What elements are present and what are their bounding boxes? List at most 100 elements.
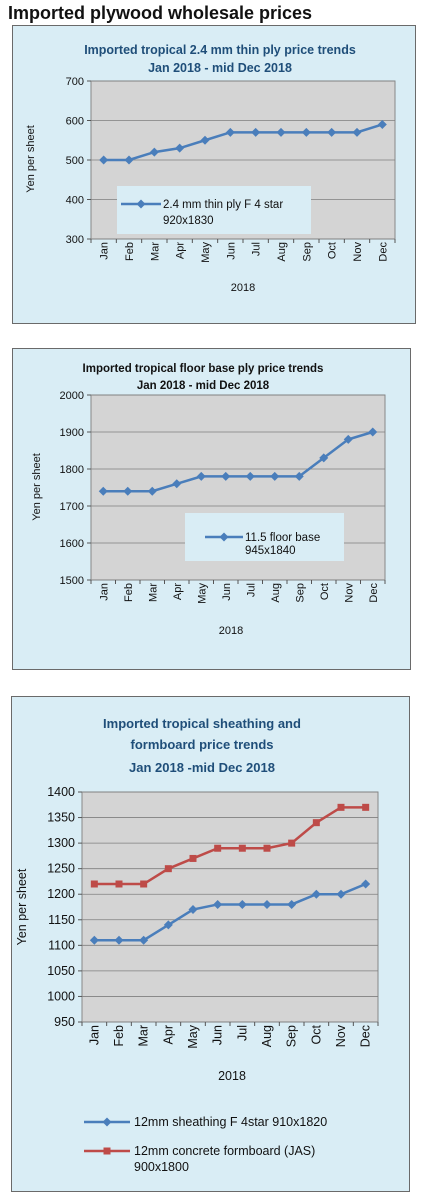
y-tick-label: 1000 bbox=[47, 989, 75, 1003]
data-point-marker bbox=[221, 471, 231, 481]
x-tick-label: Jun bbox=[211, 1025, 225, 1045]
legend-box bbox=[117, 186, 311, 234]
x-tick-label: Jul bbox=[251, 242, 263, 256]
x-tick-label: Oct bbox=[319, 583, 331, 600]
data-point-marker bbox=[189, 854, 197, 862]
x-axis-label: 2018 bbox=[219, 625, 243, 637]
x-tick-label: Aug bbox=[276, 242, 288, 262]
x-tick-label: Jan bbox=[99, 242, 111, 260]
y-tick-label: 1600 bbox=[60, 538, 84, 550]
data-point-marker bbox=[114, 935, 124, 945]
y-tick-label: 1300 bbox=[47, 836, 75, 850]
x-tick-label: Dec bbox=[368, 583, 380, 603]
legend-label: 945x1840 bbox=[245, 545, 296, 557]
page-title: Imported plywood wholesale prices bbox=[8, 3, 313, 23]
chart-title-line: Jan 2018 -mid Dec 2018 bbox=[129, 760, 275, 775]
data-point-marker bbox=[214, 844, 222, 852]
data-point-marker bbox=[136, 199, 146, 209]
y-tick-label: 1800 bbox=[60, 464, 84, 476]
chart-title-line: Jan 2018 - mid Dec 2018 bbox=[148, 61, 292, 75]
data-point-marker bbox=[196, 471, 206, 481]
x-tick-label: Feb bbox=[123, 583, 135, 602]
x-tick-label: Sep bbox=[285, 1025, 299, 1047]
x-tick-label: Aug bbox=[270, 583, 282, 603]
data-point-marker bbox=[213, 899, 223, 909]
chart-title-line: Imported tropical sheathing and bbox=[103, 716, 301, 731]
data-point-marker bbox=[245, 471, 255, 481]
data-point-marker bbox=[98, 486, 108, 496]
y-axis-label: Yen per sheet bbox=[25, 125, 37, 192]
data-point-marker bbox=[89, 935, 99, 945]
data-point-marker bbox=[377, 119, 387, 129]
legend-box bbox=[80, 1109, 380, 1179]
data-point-marker bbox=[270, 471, 280, 481]
data-point-marker bbox=[164, 865, 172, 873]
x-tick-label: Jan bbox=[98, 583, 110, 601]
x-tick-label: Apr bbox=[172, 583, 184, 600]
chart-title-line: Imported tropical 2.4 mm thin ply price … bbox=[84, 43, 356, 57]
data-point-marker bbox=[188, 905, 198, 915]
x-tick-label: Oct bbox=[309, 1024, 323, 1044]
y-tick-label: 500 bbox=[66, 155, 84, 167]
data-point-marker bbox=[90, 880, 98, 888]
chart-thin-ply-price-trends: Imported tropical 2.4 mm thin ply price … bbox=[25, 43, 396, 294]
chart-panel-floor-base: Imported tropical floor base ply price t… bbox=[12, 348, 411, 670]
data-point-marker bbox=[276, 127, 286, 137]
data-point-marker bbox=[200, 135, 210, 145]
y-axis-label: Yen per sheet bbox=[15, 868, 29, 945]
chart-sheathing-formboard-price-trends: Imported tropical sheathing and formboard… bbox=[15, 716, 380, 1179]
data-point-marker bbox=[301, 127, 311, 137]
x-tick-label: Mar bbox=[137, 1025, 151, 1047]
data-point-marker bbox=[362, 803, 370, 811]
data-point-marker bbox=[149, 147, 159, 157]
x-tick-label: Mar bbox=[147, 583, 159, 602]
x-tick-label: Jun bbox=[221, 583, 233, 601]
data-point-marker bbox=[263, 844, 271, 852]
data-point-marker bbox=[287, 899, 297, 909]
x-tick-label: Mar bbox=[149, 242, 161, 261]
x-tick-label: Nov bbox=[334, 1024, 348, 1047]
data-point-marker bbox=[219, 532, 229, 542]
y-tick-label: 1100 bbox=[48, 938, 75, 952]
series-line bbox=[94, 806, 366, 886]
data-point-marker bbox=[115, 880, 123, 888]
x-tick-label: Dec bbox=[377, 242, 389, 262]
y-tick-label: 950 bbox=[54, 1015, 75, 1029]
data-point-marker bbox=[327, 127, 337, 137]
x-tick-label: Sep bbox=[301, 242, 313, 262]
data-point-marker bbox=[103, 1147, 111, 1155]
data-point-marker bbox=[311, 889, 321, 899]
x-tick-label: Apr bbox=[161, 1025, 175, 1044]
data-point-marker bbox=[251, 127, 261, 137]
x-tick-label: May bbox=[196, 583, 208, 604]
data-point-marker bbox=[343, 434, 353, 444]
data-point-marker bbox=[368, 427, 378, 437]
legend-label: 2.4 mm thin ply F 4 star bbox=[163, 199, 283, 211]
data-point-marker bbox=[124, 155, 134, 165]
data-point-marker bbox=[262, 899, 272, 909]
y-tick-label: 2000 bbox=[60, 390, 84, 402]
y-tick-label: 1200 bbox=[47, 887, 75, 901]
x-tick-label: Feb bbox=[124, 242, 136, 261]
chart-title-line: Jan 2018 - mid Dec 2018 bbox=[137, 380, 270, 392]
y-tick-label: 600 bbox=[66, 116, 84, 128]
x-axis-label: 2018 bbox=[218, 1069, 246, 1083]
y-tick-label: 1350 bbox=[47, 811, 75, 825]
legend-label: 920x1830 bbox=[163, 215, 214, 227]
x-tick-label: Apr bbox=[175, 242, 187, 259]
y-tick-label: 1050 bbox=[47, 964, 75, 978]
y-tick-label: 1500 bbox=[60, 575, 84, 587]
plot-area bbox=[81, 791, 379, 1023]
x-tick-label: Jul bbox=[245, 583, 257, 597]
chart-floor-base-price-trends: Imported tropical floor base ply price t… bbox=[31, 363, 386, 637]
x-tick-label: Jul bbox=[235, 1025, 249, 1041]
x-axis-label: 2018 bbox=[231, 282, 255, 294]
data-point-marker bbox=[238, 844, 246, 852]
y-tick-label: 1250 bbox=[47, 862, 75, 876]
chart-title-line: Imported tropical floor base ply price t… bbox=[83, 363, 324, 375]
y-tick-label: 1700 bbox=[60, 501, 84, 513]
legend-label: 12mm concrete formboard (JAS) bbox=[134, 1144, 315, 1158]
y-tick-label: 300 bbox=[66, 234, 84, 246]
data-point-marker bbox=[288, 839, 296, 847]
data-point-marker bbox=[336, 889, 346, 899]
